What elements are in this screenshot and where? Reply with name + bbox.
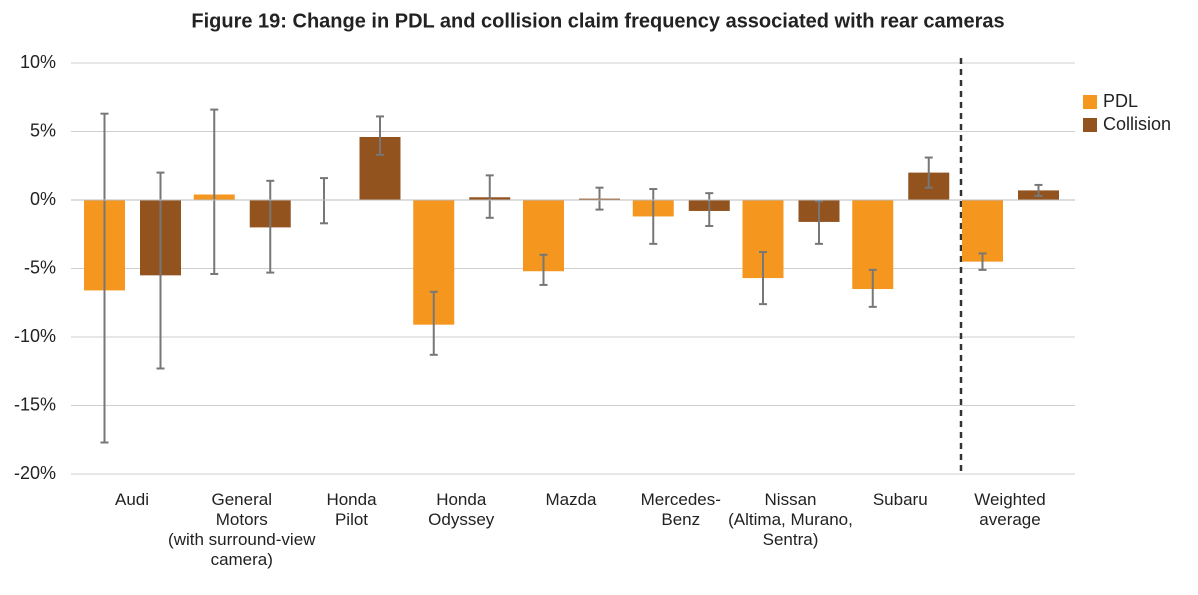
x-tick-label: Audi [114, 490, 150, 509]
error-bar [815, 200, 823, 245]
y-tick-label: 10% [20, 52, 56, 72]
y-tick-label: -15% [14, 394, 56, 414]
error-bar [266, 179, 275, 274]
error-bar [320, 177, 328, 225]
x-tick-label: General Motors (with surround-view camer… [168, 490, 316, 569]
x-tick-label: Nissan (Altima, Murano, Sentra) [728, 490, 853, 549]
chart-title: Figure 19: Change in PDL and collision c… [191, 10, 1004, 32]
error-bar [210, 108, 219, 275]
x-tick-label: Honda Pilot [326, 490, 377, 529]
legend-swatch [1083, 118, 1097, 132]
error-bar [759, 251, 767, 306]
x-tick-label: Mercedes- Benz [640, 490, 721, 529]
legend-label: PDL [1103, 91, 1138, 111]
error-bar [924, 156, 933, 189]
error-bar [705, 192, 714, 228]
error-bar [978, 252, 987, 271]
error-bar [485, 174, 494, 219]
y-tick-label: 5% [30, 120, 56, 140]
y-tick-label: -10% [14, 326, 56, 346]
error-bar [100, 112, 109, 444]
y-tick-label: -20% [14, 463, 56, 483]
error-bar [649, 188, 658, 245]
error-bar [868, 268, 877, 308]
legend-swatch [1083, 95, 1097, 109]
x-tick-label: Mazda [545, 490, 597, 509]
error-bar [595, 186, 604, 211]
error-bar [539, 253, 548, 286]
y-tick-label: 0% [30, 189, 56, 209]
y-tick-label: -5% [24, 257, 56, 277]
error-bar [156, 171, 165, 370]
x-tick-label: Weighted average [974, 490, 1046, 529]
bar [962, 200, 1003, 262]
x-tick-label: Subaru [872, 490, 928, 509]
error-bar [429, 290, 438, 356]
x-tick-label: Honda Odyssey [428, 490, 495, 529]
error-bar [1034, 183, 1043, 197]
error-bar [376, 115, 384, 156]
legend-label: Collision [1103, 114, 1171, 134]
